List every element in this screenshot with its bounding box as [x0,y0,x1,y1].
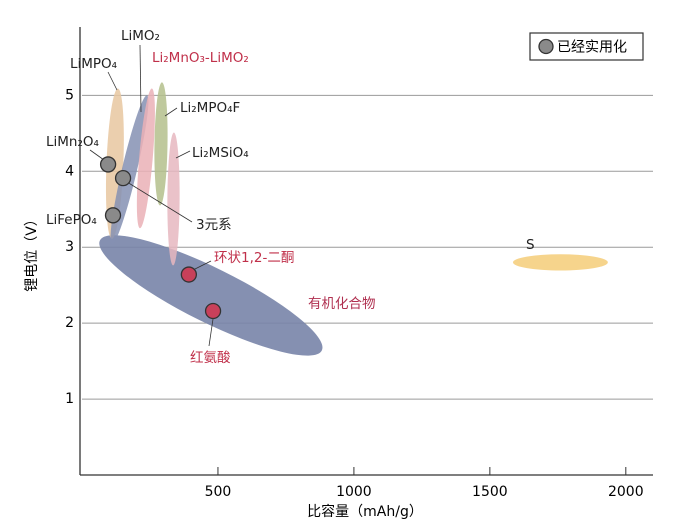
region [110,95,149,245]
leader-line [164,107,178,117]
y-tick-label: 5 [65,87,74,103]
x-tick-label: 2000 [608,484,644,500]
legend-marker [538,38,554,55]
point [104,207,122,224]
region [99,235,323,356]
x-tick-label: 500 [205,484,232,500]
region-label: 有机化合物 [308,296,376,312]
region-label: LiMO₂ [121,28,160,44]
y-tick-label: 4 [65,163,74,179]
region-label: LiMPO₄ [70,56,117,72]
y-tick-label: 3 [65,239,74,255]
leader-line [139,44,142,113]
region [136,88,155,229]
region-label: Li₂MSiO₄ [192,145,249,161]
point [99,156,117,173]
region [154,82,168,206]
y-tick-label: 1 [65,391,74,407]
legend-label: 已经实用化 [557,40,627,56]
point-label: 3元系 [196,217,232,233]
y-tick-label: 2 [65,315,74,331]
leader-line [126,181,193,223]
leader-line [107,71,118,91]
region-label: S [526,237,535,253]
region-label: Li₂MnO₃-LiMO₂ [152,50,249,66]
point [180,266,198,283]
point-label: LiMn₂O₄ [46,134,99,150]
point-label: 红氨酸 [190,350,231,366]
point [204,302,222,320]
point-label: LiFePO₄ [46,212,97,228]
leader-line [89,149,105,161]
region-label: Li₂MPO₄F [180,100,240,116]
x-tick-label: 1500 [472,484,508,500]
x-axis-label: 比容量（mAh/g） [307,503,423,520]
point [114,169,132,187]
y-axis-label: 锂电位（V） [24,212,40,292]
region [512,254,608,271]
region [167,132,180,266]
leader-line [208,318,214,347]
point-label: 环状1,2-二酮 [214,250,294,266]
leader-line [175,150,191,159]
leader-line [192,260,212,271]
x-tick-label: 1000 [336,484,372,500]
